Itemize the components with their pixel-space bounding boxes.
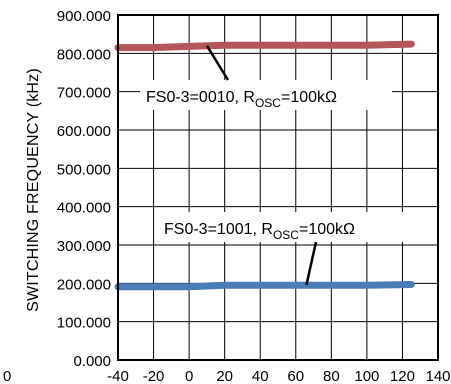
x-tick-label: 20 [216, 368, 233, 384]
series-line-1 [114, 40, 415, 52]
x-tick-label: -20 [143, 368, 165, 384]
x-tick-label: 100 [354, 368, 379, 384]
y-tick-label: 300.000 [57, 238, 111, 255]
x-tick-labels: -40 -20 0 20 40 60 80 100 120 140 [107, 368, 450, 384]
x-tick-label: 80 [323, 368, 340, 384]
y-tick-label: 500.000 [57, 161, 111, 178]
annotation-leader-2 [305, 241, 318, 286]
annotation-leader-1 [205, 45, 230, 81]
annotation-label-2: FS0-3=1001, ROSC=100kΩ [164, 221, 355, 242]
x-tick-label: -40 [107, 368, 129, 384]
annotations: FS0-3=0010, ROSC=100kΩ FS0-3=1001, ROSC=1… [140, 45, 412, 286]
series-layer [114, 40, 415, 291]
y-tick-label: 100.000 [57, 315, 111, 332]
series-line-2 [114, 281, 415, 291]
annotation-box-1 [140, 80, 392, 110]
x-tick-label: 0 [185, 368, 193, 384]
x-tick-label: 140 [425, 368, 450, 384]
y-tick-label: 800.000 [57, 46, 111, 63]
plot-frame [117, 14, 439, 361]
y-tick-labels: 0.000 100.000 200.000 300.000 400.000 500.000… [57, 8, 111, 370]
y-tick-label: 200.000 [57, 276, 111, 293]
y-tick-label: 400.000 [57, 200, 111, 217]
annotation-label-1: FS0-3=0010, ROSC=100kΩ [146, 89, 337, 110]
x-tick-label: 40 [252, 368, 269, 384]
y-tick-label: 600.000 [57, 123, 111, 140]
grid [117, 14, 439, 361]
annotation-box-2 [158, 212, 412, 242]
y-tick-label: 700.000 [57, 85, 111, 102]
x-tick-label: 60 [287, 368, 304, 384]
plot-border [117, 14, 439, 361]
y-axis-label: SWITCHING FREQUENCY (kHz) [25, 68, 42, 312]
stray-tick-label: 0 [3, 368, 11, 384]
y-tick-label: 0.000 [73, 353, 111, 370]
x-tick-label: 120 [390, 368, 415, 384]
y-tick-label: 900.000 [57, 8, 111, 25]
